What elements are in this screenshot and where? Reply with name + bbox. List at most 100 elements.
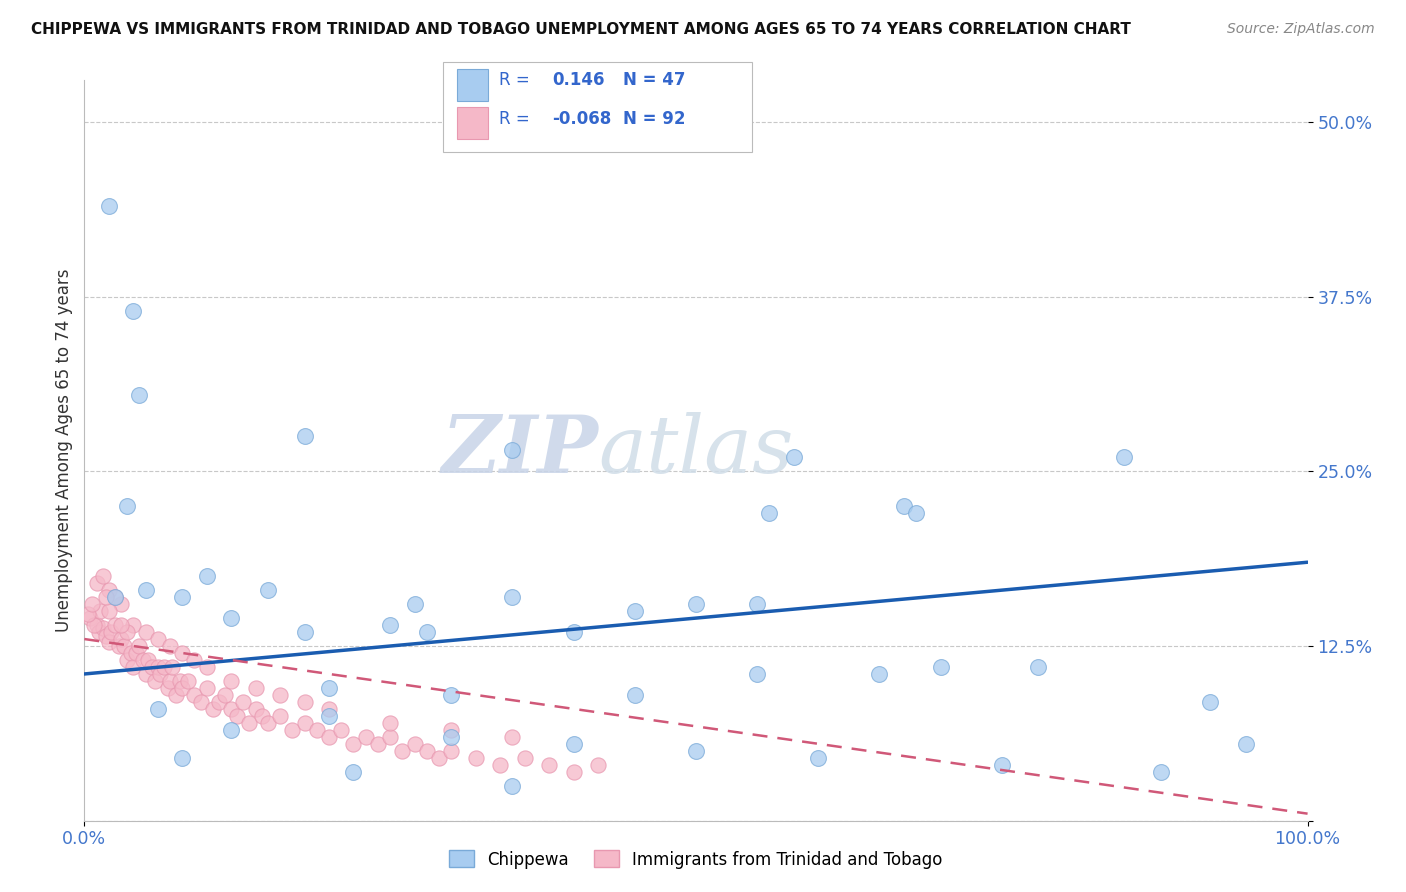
Point [143, 673, 166, 688]
Point [135, 583, 157, 598]
Point [367, 737, 389, 751]
Point [318, 730, 340, 744]
Point [91, 621, 114, 635]
Point [219, 673, 242, 688]
Point [807, 751, 830, 765]
Point [440, 744, 463, 758]
Point [91, 569, 114, 583]
Point [380, 730, 402, 744]
Point [257, 583, 280, 598]
Point [330, 723, 353, 737]
Point [104, 618, 127, 632]
Point [318, 702, 340, 716]
Point [219, 611, 242, 625]
Point [991, 757, 1014, 772]
Point [107, 639, 129, 653]
Point [783, 450, 806, 465]
Point [97, 635, 120, 649]
Point [489, 757, 512, 772]
Point [440, 723, 463, 737]
Point [136, 653, 159, 667]
Point [318, 709, 340, 723]
Point [156, 681, 179, 695]
Point [172, 681, 194, 695]
Point [294, 715, 316, 730]
Point [214, 688, 236, 702]
Point [172, 590, 194, 604]
Point [115, 653, 138, 667]
Point [115, 625, 138, 640]
Point [122, 660, 145, 674]
Point [122, 303, 145, 318]
Point [502, 590, 524, 604]
Point [929, 660, 952, 674]
Point [586, 757, 609, 772]
Point [869, 667, 891, 681]
Point [159, 673, 181, 688]
Y-axis label: Unemployment Among Ages 65 to 74 years: Unemployment Among Ages 65 to 74 years [55, 268, 73, 632]
Point [165, 688, 187, 702]
Text: 0.146: 0.146 [553, 71, 605, 89]
Point [219, 723, 242, 737]
Point [100, 625, 122, 640]
Point [110, 632, 132, 646]
Point [685, 597, 707, 611]
Point [502, 779, 524, 793]
Point [112, 639, 135, 653]
Point [440, 730, 463, 744]
Point [318, 681, 340, 695]
Point [141, 660, 163, 674]
Point [146, 660, 169, 674]
Point [80, 597, 103, 611]
Point [89, 604, 111, 618]
Point [305, 723, 328, 737]
Point [747, 597, 769, 611]
Point [893, 500, 915, 514]
Point [562, 764, 585, 779]
Point [195, 681, 218, 695]
Point [97, 583, 120, 598]
Point [269, 709, 291, 723]
Point [97, 199, 120, 213]
Point [96, 629, 118, 643]
Point [201, 702, 224, 716]
Text: ZIP: ZIP [441, 412, 598, 489]
Point [132, 653, 155, 667]
Point [122, 618, 145, 632]
Point [83, 618, 105, 632]
Point [250, 709, 273, 723]
Point [342, 764, 364, 779]
Point [104, 590, 127, 604]
Point [416, 625, 439, 640]
Point [86, 618, 108, 632]
Point [562, 737, 585, 751]
Point [208, 695, 231, 709]
Point [1150, 764, 1173, 779]
Point [128, 639, 150, 653]
Point [135, 625, 157, 640]
Text: R =: R = [499, 71, 530, 89]
Point [294, 429, 316, 443]
Point [195, 660, 218, 674]
Point [685, 744, 707, 758]
Point [624, 688, 647, 702]
Point [172, 646, 194, 660]
Point [1236, 737, 1258, 751]
Text: N = 92: N = 92 [623, 110, 685, 128]
Point [747, 667, 769, 681]
Text: CHIPPEWA VS IMMIGRANTS FROM TRINIDAD AND TOBAGO UNEMPLOYMENT AMONG AGES 65 TO 74: CHIPPEWA VS IMMIGRANTS FROM TRINIDAD AND… [31, 22, 1130, 37]
Point [169, 673, 191, 688]
Point [416, 744, 439, 758]
Text: R =: R = [499, 110, 530, 128]
Point [1114, 450, 1136, 465]
Point [758, 506, 780, 520]
Point [162, 660, 184, 674]
Point [238, 715, 260, 730]
Point [97, 604, 120, 618]
Point [120, 646, 142, 660]
Legend: Chippewa, Immigrants from Trinidad and Tobago: Chippewa, Immigrants from Trinidad and T… [443, 844, 949, 875]
Point [502, 730, 524, 744]
Point [354, 730, 377, 744]
Point [195, 569, 218, 583]
Point [1028, 660, 1050, 674]
